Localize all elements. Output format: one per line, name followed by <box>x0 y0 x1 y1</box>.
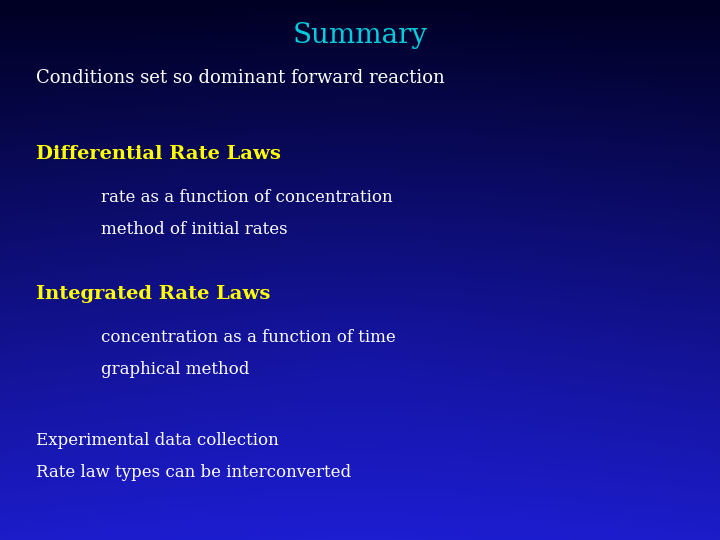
Text: Integrated Rate Laws: Integrated Rate Laws <box>36 285 271 303</box>
Text: Conditions set so dominant forward reaction: Conditions set so dominant forward react… <box>36 69 445 87</box>
Text: graphical method: graphical method <box>101 361 249 379</box>
Text: Differential Rate Laws: Differential Rate Laws <box>36 145 281 163</box>
Text: Experimental data collection: Experimental data collection <box>36 431 279 449</box>
Text: Summary: Summary <box>292 22 428 49</box>
Text: Rate law types can be interconverted: Rate law types can be interconverted <box>36 464 351 481</box>
Text: rate as a function of concentration: rate as a function of concentration <box>101 188 392 206</box>
Text: method of initial rates: method of initial rates <box>101 221 287 238</box>
Text: concentration as a function of time: concentration as a function of time <box>101 329 395 346</box>
